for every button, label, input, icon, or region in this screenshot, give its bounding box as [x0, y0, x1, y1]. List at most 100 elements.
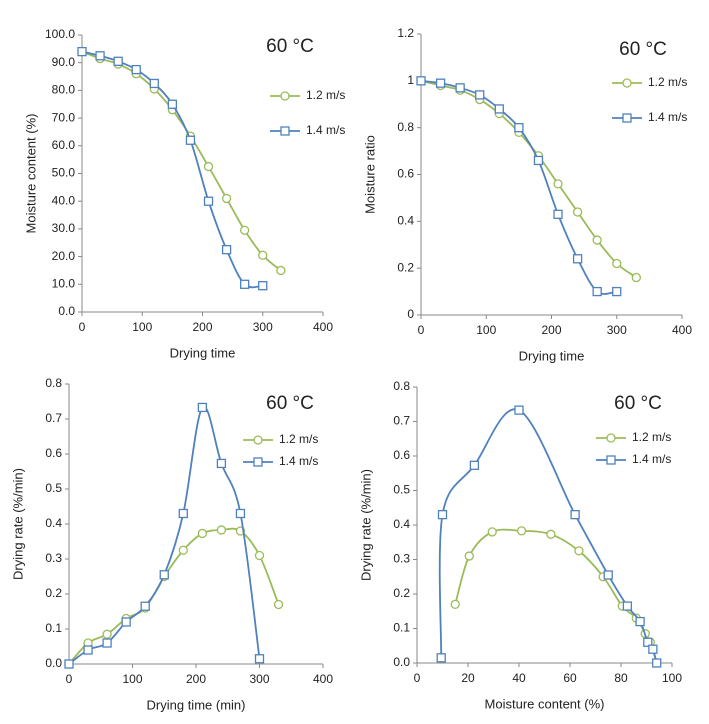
marker: [185, 135, 196, 145]
marker: [546, 529, 556, 539]
marker: [95, 51, 105, 61]
x-tick-label: 200: [186, 672, 206, 686]
marker: [149, 78, 159, 89]
legend-label: 1.4 m/s: [648, 110, 687, 124]
x-axis-label: Moisture content (%): [485, 696, 605, 711]
y-tick-label: 100.0: [45, 27, 75, 41]
marker: [216, 525, 227, 535]
marker: [235, 508, 246, 519]
series-line: [81, 50, 263, 289]
marker: [436, 653, 446, 663]
series-line: [454, 528, 658, 664]
marker: [240, 279, 250, 289]
marker: [572, 254, 583, 264]
marker: [464, 551, 474, 561]
marker: [553, 209, 563, 219]
y-tick-label: 0.3: [45, 551, 62, 565]
y-tick-label: 0.6: [45, 446, 62, 460]
marker: [258, 281, 268, 291]
marker: [574, 546, 584, 556]
legend-label: 1.2 m/s: [279, 432, 318, 446]
marker: [612, 258, 622, 269]
x-tick-label: 200: [192, 320, 212, 334]
marker: [102, 638, 112, 648]
annotation: 60 °C: [266, 36, 314, 57]
y-tick-label: 0.6: [397, 167, 414, 181]
marker: [159, 570, 169, 580]
marker: [487, 527, 497, 537]
x-tick-label: 40: [512, 671, 526, 685]
marker: [631, 272, 641, 283]
marker: [514, 405, 524, 415]
series-line: [68, 405, 261, 665]
annotation: 60 °C: [266, 393, 314, 414]
y-tick-label: 0: [407, 307, 414, 321]
marker: [121, 617, 131, 627]
y-tick-label: 0.6: [393, 448, 410, 462]
y-tick-label: 0.4: [397, 214, 414, 228]
x-tick-label: 300: [253, 320, 273, 334]
marker: [416, 76, 426, 86]
marker: [592, 235, 602, 245]
y-tick-label: 0.4: [393, 517, 410, 531]
x-tick-label: 0: [66, 672, 73, 686]
legend-label: 1.2 m/s: [306, 88, 345, 102]
series-line: [81, 50, 282, 272]
x-tick-label: 400: [672, 323, 692, 337]
y-tick-label: 10.0: [52, 276, 76, 290]
marker: [603, 570, 613, 580]
y-tick-label: 0.0: [393, 655, 410, 669]
x-tick-label: 300: [249, 672, 269, 686]
series-line: [420, 79, 617, 295]
x-axis-label: Drying time (min): [147, 697, 246, 712]
marker: [280, 91, 290, 101]
y-tick-label: 30.0: [52, 221, 76, 235]
y-tick-label: 90.0: [52, 55, 76, 69]
y-tick-label: 1: [407, 73, 414, 87]
marker: [514, 123, 524, 133]
marker: [273, 599, 284, 610]
marker: [622, 113, 632, 123]
marker: [592, 286, 602, 297]
y-tick-label: 20.0: [52, 249, 76, 263]
marker: [494, 104, 504, 114]
marker: [240, 225, 250, 235]
marker: [254, 550, 265, 561]
x-tick-label: 200: [541, 323, 561, 337]
y-tick-label: 0.2: [397, 260, 414, 274]
x-tick-label: 100: [662, 671, 682, 685]
marker: [102, 629, 112, 639]
marker: [197, 528, 208, 539]
y-tick-label: 50.0: [52, 166, 76, 180]
marker: [113, 56, 123, 66]
marker: [280, 126, 290, 136]
y-tick-label: 0.0: [45, 656, 62, 670]
y-tick-label: 0.4: [45, 516, 62, 530]
marker: [253, 435, 263, 445]
x-axis-label: Drying time: [519, 348, 585, 363]
marker: [643, 637, 653, 647]
marker: [64, 659, 74, 669]
marker: [167, 99, 178, 109]
x-tick-label: 80: [614, 671, 628, 685]
marker: [612, 286, 622, 297]
x-tick-label: 0: [418, 323, 425, 337]
marker: [203, 161, 214, 172]
marker: [83, 645, 93, 655]
marker: [77, 46, 87, 57]
y-tick-label: 0.2: [393, 586, 410, 600]
y-tick-label: 0.8: [397, 120, 414, 134]
marker: [553, 179, 563, 189]
legend-label: 1.4 m/s: [632, 452, 671, 466]
y-tick-label: 0.7: [393, 414, 410, 428]
y-axis-label: Moisture content (%): [23, 114, 38, 234]
x-tick-label: 20: [461, 671, 475, 685]
marker: [140, 601, 150, 611]
annotation: 60 °C: [614, 393, 662, 414]
y-tick-label: 0.0: [58, 304, 75, 318]
x-tick-label: 100: [132, 320, 152, 334]
y-tick-label: 0.1: [393, 621, 410, 635]
x-tick-label: 100: [476, 323, 496, 337]
series-line: [420, 79, 637, 279]
